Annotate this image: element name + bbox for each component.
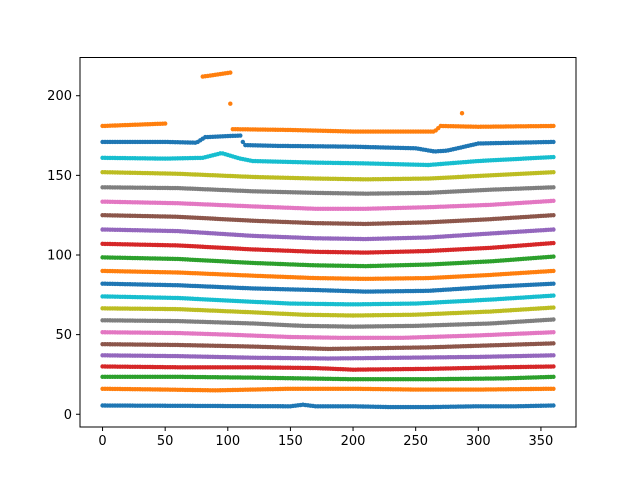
x-tick-label: 100: [215, 434, 240, 449]
series-0: [100, 402, 556, 410]
series-17: [100, 185, 556, 196]
data-point: [551, 403, 556, 408]
x-tick-label: 50: [157, 434, 174, 449]
x-tick-label: 150: [278, 434, 303, 449]
series-22: [200, 70, 233, 79]
series-18: [100, 169, 556, 182]
data-point: [551, 139, 556, 145]
data-point: [551, 386, 556, 391]
series-6: [100, 330, 556, 341]
data-point: [551, 364, 556, 369]
data-point: [162, 121, 168, 126]
series-1: [100, 386, 556, 393]
data-points: [100, 70, 556, 410]
series-4: [100, 353, 556, 361]
data-point: [551, 185, 556, 190]
y-axis: 0 50 100 150 200: [47, 89, 80, 423]
x-tick-label: 250: [403, 434, 428, 449]
data-point: [240, 139, 246, 145]
series-23: [230, 123, 556, 134]
series-15: [100, 212, 556, 227]
x-tick-label: 200: [341, 434, 366, 449]
data-point: [228, 70, 233, 75]
data-point: [551, 317, 556, 322]
data-point: [551, 198, 556, 204]
y-tick-label: 100: [47, 248, 72, 263]
series-21: [100, 121, 168, 129]
data-point: [551, 169, 556, 175]
data-point: [551, 330, 556, 335]
data-point: [551, 293, 556, 298]
series-12: [100, 254, 556, 269]
data-point: [551, 341, 556, 346]
series-24: [228, 101, 233, 106]
series-13: [100, 240, 556, 255]
x-axis: 0 50 100 150 200 250 300 350: [98, 427, 553, 449]
data-point: [551, 154, 556, 160]
data-point: [551, 374, 556, 380]
series-20: [100, 133, 556, 154]
series-11: [100, 268, 556, 282]
series-5: [100, 341, 556, 352]
axes-frame: [79, 57, 577, 428]
data-point: [551, 123, 556, 129]
data-point: [551, 240, 556, 246]
data-point: [551, 305, 556, 310]
series-14: [100, 227, 556, 242]
data-point: [228, 101, 233, 106]
data-point: [551, 268, 556, 274]
y-tick-label: 200: [47, 89, 72, 104]
data-point: [459, 111, 465, 116]
x-tick-label: 0: [98, 434, 106, 449]
data-point: [551, 254, 556, 259]
series-7: [100, 317, 556, 329]
x-tick-label: 300: [466, 434, 491, 449]
series-25: [459, 111, 465, 116]
y-tick-label: 50: [55, 328, 72, 343]
series-3: [100, 364, 556, 372]
y-tick-label: 0: [64, 408, 72, 423]
x-tick-label: 350: [529, 434, 554, 449]
series-2: [100, 374, 556, 382]
y-tick-label: 150: [47, 169, 72, 184]
data-point: [551, 212, 556, 218]
series-9: [100, 293, 556, 307]
data-point: [551, 227, 556, 232]
data-point: [551, 353, 556, 358]
series-16: [100, 198, 556, 211]
data-point: [238, 133, 243, 138]
data-point: [551, 281, 556, 286]
series-10: [100, 281, 556, 294]
series-8: [100, 305, 556, 318]
series-19: [100, 151, 556, 168]
